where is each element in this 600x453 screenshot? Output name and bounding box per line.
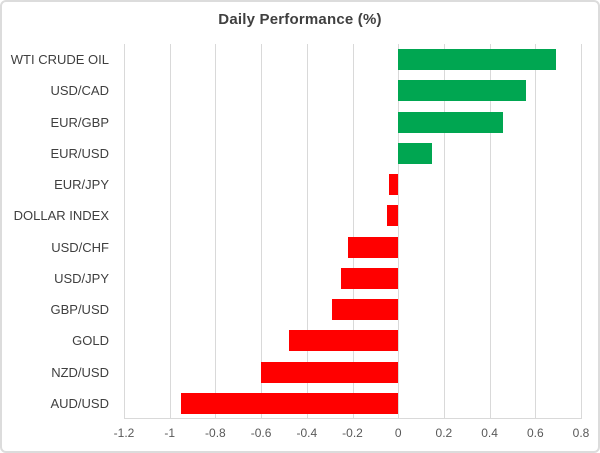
- x-tick-label: -0.2: [342, 426, 363, 440]
- plot-area: [124, 44, 582, 419]
- x-tick-label: 0.6: [526, 426, 544, 440]
- category-label: EUR/GBP: [50, 114, 109, 130]
- x-tick-label: -0.4: [296, 426, 318, 440]
- category-label: EUR/JPY: [54, 177, 109, 193]
- chart-title: Daily Performance (%): [218, 11, 382, 28]
- x-tick-label: -1: [164, 426, 176, 440]
- category-label: GOLD: [72, 333, 109, 349]
- bar-usd-jpy: [341, 267, 399, 289]
- gridline: [261, 44, 263, 419]
- gridline: [398, 44, 400, 419]
- bar-eur-usd: [398, 142, 433, 164]
- category-label: AUD/USD: [50, 395, 109, 411]
- bar-gbp-usd: [331, 299, 399, 321]
- x-tick-label: -0.8: [205, 426, 226, 440]
- category-label: NZD/USD: [51, 364, 109, 380]
- category-label: EUR/USD: [50, 145, 109, 161]
- x-tick-label: 0.4: [481, 426, 498, 440]
- x-tick-label: -1.2: [113, 426, 135, 440]
- gridline: [489, 44, 491, 419]
- category-label: WTI CRUDE OIL: [10, 52, 109, 68]
- bar-dollar-index: [386, 205, 399, 227]
- bar-aud-usd: [181, 392, 399, 414]
- x-axis-tick-labels: -1.2 -1 -0.8 -0.6 -0.4 -0.2 0 0.2 0.4 0.6 0.8: [2, 426, 598, 446]
- bar-eur-gbp: [398, 111, 504, 133]
- bar-gold: [288, 330, 399, 352]
- gridline: [169, 44, 171, 419]
- bar-wti-crude-oil: [398, 49, 556, 71]
- category-label: USD/CHF: [51, 239, 109, 255]
- bar-eur-jpy: [389, 174, 399, 196]
- gridline: [443, 44, 445, 419]
- category-label: GBP/USD: [50, 302, 109, 318]
- category-label: USD/CAD: [50, 83, 109, 99]
- category-label: DOLLAR INDEX: [13, 208, 109, 224]
- gridline: [215, 44, 217, 419]
- gridline: [535, 44, 537, 419]
- bar-usd-cad: [398, 80, 527, 102]
- x-tick-label: 0.8: [572, 426, 590, 440]
- gridline: [352, 44, 354, 419]
- category-axis-labels: WTI CRUDE OIL USD/CAD EUR/GBP EUR/USD EUR/JP…: [2, 44, 109, 419]
- gridline: [124, 44, 125, 419]
- x-tick-label: 0.2: [435, 426, 453, 440]
- gridline: [306, 44, 308, 419]
- bar-nzd-usd: [261, 361, 399, 383]
- category-label: USD/JPY: [54, 270, 109, 286]
- x-tick-label: -0.6: [250, 426, 272, 440]
- gridline: [581, 44, 582, 419]
- bar-usd-chf: [347, 236, 399, 258]
- x-tick-label: 0: [394, 426, 402, 440]
